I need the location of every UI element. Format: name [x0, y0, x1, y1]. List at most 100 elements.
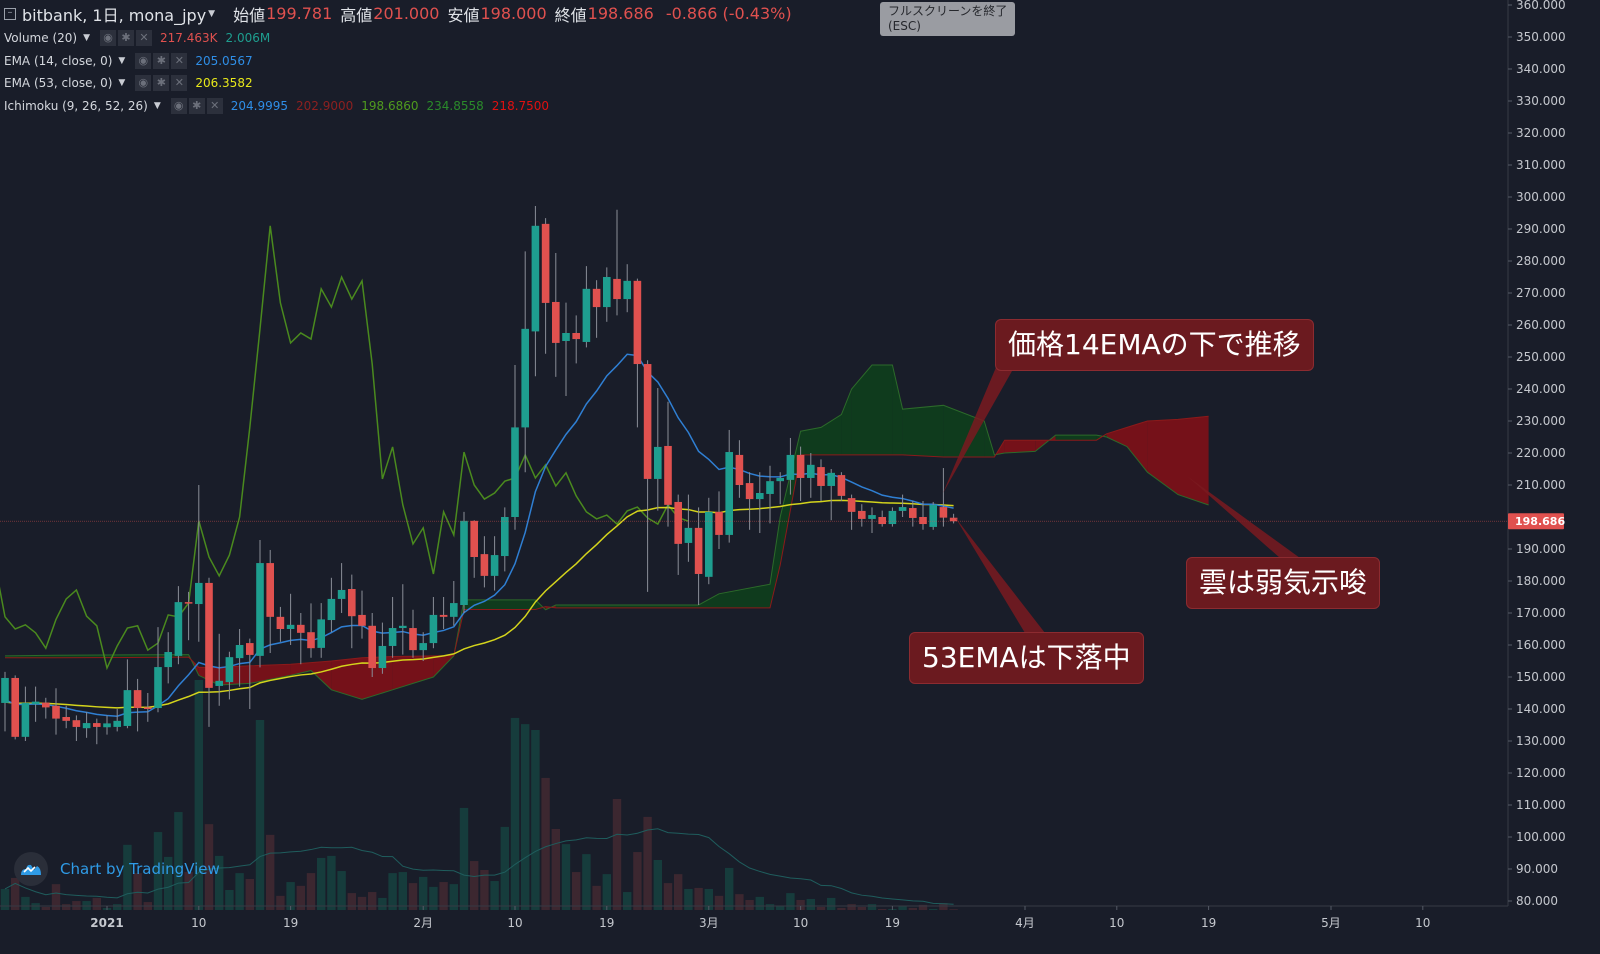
gear-icon[interactable]: ✱: [153, 52, 170, 69]
chevron-down-icon[interactable]: ▼: [118, 78, 126, 89]
cloud-segment: [219, 665, 250, 685]
volume-bar: [653, 860, 662, 910]
price-tick-label: 260.000: [1516, 318, 1566, 332]
candle-body: [348, 589, 356, 617]
candle: [205, 577, 213, 727]
chevron-down-icon[interactable]: ▼: [118, 55, 126, 66]
candle: [949, 513, 958, 524]
candle: [195, 485, 203, 642]
last-price-label: 198.686: [1515, 515, 1565, 528]
volume-bar: [31, 903, 40, 910]
candle: [337, 563, 346, 613]
candle: [113, 709, 121, 732]
eye-icon[interactable]: ◉: [170, 97, 187, 114]
high-value: 201.000: [373, 4, 440, 23]
volume-bar: [806, 898, 815, 910]
candle-body: [11, 677, 19, 737]
time-axis[interactable]: 2021 10 19 2月 10 19 3月 10 19 4月 10 19 5月 10: [0, 905, 1508, 930]
candle-body: [807, 464, 815, 478]
candle: [21, 686, 30, 741]
cloud-segment: [535, 599, 546, 610]
candle: [511, 365, 519, 530]
time-tick-label: 19: [885, 916, 900, 930]
candle-body: [133, 690, 142, 709]
annotation-ema14[interactable]: 価格14EMAの下で推移: [995, 319, 1314, 371]
cloud-segment: [892, 365, 903, 455]
indicator-name[interactable]: Ichimoku (9, 26, 52, 26): [4, 98, 148, 113]
candle: [898, 494, 907, 517]
close-icon[interactable]: ✕: [206, 97, 223, 114]
volume-bar: [0, 888, 10, 910]
candle-body: [62, 717, 70, 721]
change-value: -0.866 (-0.43%): [665, 4, 792, 23]
eye-icon[interactable]: ◉: [100, 30, 116, 47]
indicator-name[interactable]: EMA (53, close, 0): [4, 76, 113, 91]
eye-icon[interactable]: ◉: [135, 52, 152, 69]
candle-body: [694, 527, 703, 574]
candle-body: [82, 723, 91, 729]
candle: [348, 574, 356, 649]
candle-body: [929, 504, 937, 527]
candle: [93, 718, 101, 745]
indicator-name[interactable]: Volume (20): [4, 31, 78, 46]
close-icon[interactable]: ✕: [171, 75, 188, 92]
volume-bar: [266, 834, 275, 910]
price-tick-label: 310.000: [1516, 158, 1566, 172]
chevron-down-icon[interactable]: ▼: [153, 100, 161, 111]
volume-bar: [347, 893, 356, 910]
symbol-title[interactable]: bitbank, 1日, mona_jpy: [22, 5, 207, 25]
candle: [286, 593, 295, 645]
candle: [154, 627, 162, 713]
cloud-segment: [1178, 416, 1209, 505]
candle-body: [164, 652, 172, 668]
candle: [450, 581, 458, 626]
candle: [756, 472, 764, 533]
time-tick-label: 2月: [413, 916, 433, 930]
candle-body: [297, 624, 305, 633]
time-tick-label: 5月: [1321, 916, 1341, 930]
close-icon[interactable]: ✕: [136, 30, 152, 47]
annotation-pointer: [955, 517, 1045, 633]
volume-bar: [286, 882, 295, 910]
indicator-name[interactable]: EMA (14, close, 0): [4, 53, 113, 68]
candle: [184, 591, 193, 641]
candle-body: [531, 225, 540, 332]
candle: [735, 440, 744, 498]
candle: [623, 264, 631, 313]
candle-body: [246, 643, 254, 655]
candle: [531, 205, 540, 377]
chikou-span-line: [0, 225, 689, 671]
annotation-text: 雲は弱気示唆: [1199, 566, 1368, 599]
time-tick-label: 4月: [1015, 916, 1035, 930]
gear-icon[interactable]: ✱: [153, 75, 170, 92]
price-tick-label: 110.000: [1516, 798, 1566, 812]
tradingview-branding[interactable]: Chart by TradingView: [14, 852, 220, 886]
price-tick-label: 300.000: [1516, 190, 1566, 204]
chevron-down-icon[interactable]: ▼: [83, 33, 90, 44]
indicator-value: 204.9995: [230, 98, 288, 113]
senkou-a-line: [4, 364, 1209, 700]
tradingview-logo-icon: [14, 852, 48, 886]
volume-bar: [918, 904, 928, 910]
gear-icon[interactable]: ✱: [118, 30, 134, 47]
chevron-down-icon[interactable]: ▼: [208, 8, 216, 19]
candle: [705, 497, 713, 585]
cloud-segment: [800, 427, 821, 455]
price-axis[interactable]: 360.000 350.000 340.000 330.000 320.000 310.0…: [1507, 0, 1600, 954]
candle-body: [603, 277, 611, 308]
close-icon[interactable]: ✕: [171, 52, 188, 69]
annotation-cloud[interactable]: 雲は弱気示唆: [1186, 557, 1381, 609]
cloud-segment: [872, 365, 893, 455]
candle: [460, 511, 468, 613]
annotation-pointer: [1187, 476, 1300, 558]
gear-icon[interactable]: ✱: [188, 97, 205, 114]
candle: [31, 686, 40, 722]
price-tick-label: 170.000: [1516, 606, 1566, 620]
close-value: 198.686: [587, 4, 654, 23]
annotation-ema53[interactable]: 53EMAは下落中: [909, 632, 1144, 684]
low-value: 198.000: [480, 4, 547, 23]
candle-body: [460, 520, 468, 605]
collapse-icon[interactable]: –: [4, 7, 16, 20]
eye-icon[interactable]: ◉: [135, 75, 152, 92]
